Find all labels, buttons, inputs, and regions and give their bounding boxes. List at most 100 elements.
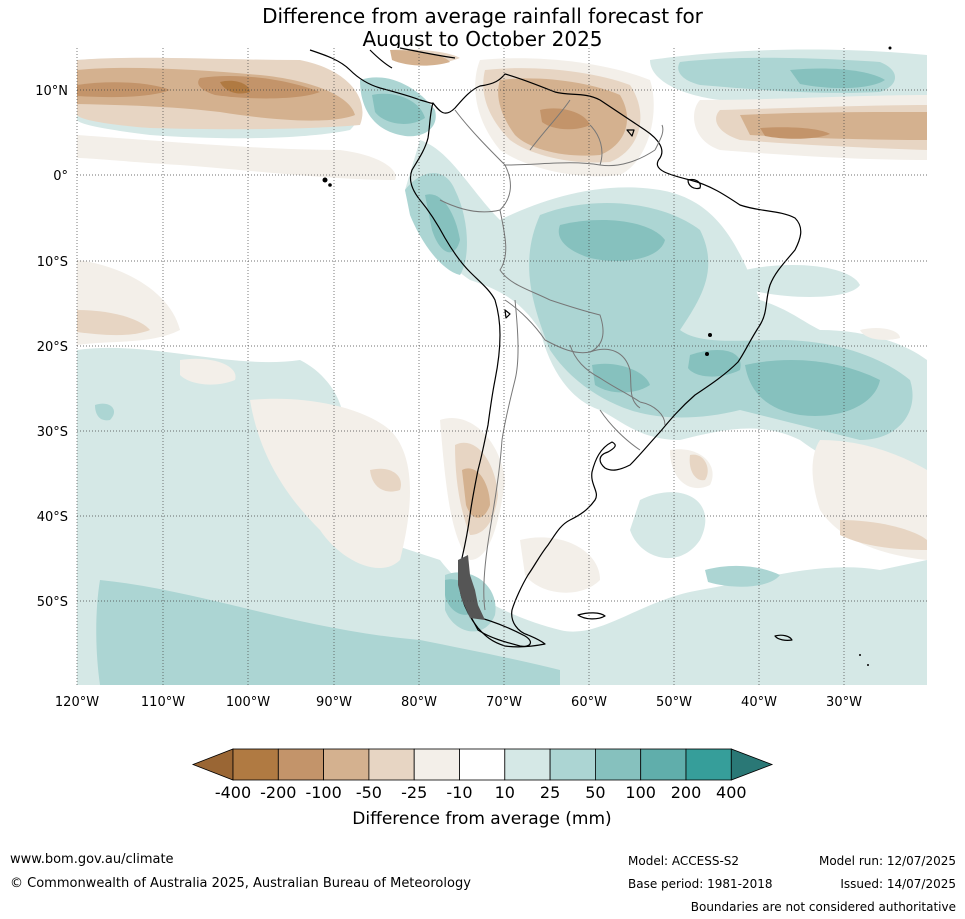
anomaly-region [77, 135, 396, 180]
colorbar-swatch [459, 748, 506, 781]
copyright-text: © Commonwealth of Australia 2025, Austra… [10, 876, 471, 891]
coastlines [309, 47, 802, 648]
anomaly-region [372, 93, 425, 124]
colorbar-tick-label: -25 [401, 783, 427, 802]
caribbean-coastline [399, 47, 456, 59]
latitude-label: 30°S [37, 425, 68, 440]
border [654, 124, 664, 151]
colorbar-extend-low [191, 748, 234, 781]
colorbar-tick-label: -100 [305, 783, 341, 802]
chart-title-line-2: August to October 2025 [362, 27, 603, 51]
colorbar-swatch [413, 748, 460, 781]
colorbar-tick-label: 25 [540, 783, 560, 802]
anomaly-region [77, 82, 170, 98]
website-link[interactable]: www.bom.gov.au/climate [10, 852, 174, 867]
colorbar-swatch [277, 748, 324, 781]
border [499, 209, 551, 301]
small-islands [322, 46, 892, 666]
border [589, 124, 603, 166]
chart-title-line-1: Difference from average rainfall forecas… [262, 4, 703, 28]
trinidad [626, 129, 635, 137]
central-america-coastline [369, 49, 393, 69]
longitude-labels: 120°W 110°W 100°W 90°W 80°W 70°W 60°W 50°W 40°W 3… [55, 695, 862, 710]
anomaly-region [592, 363, 650, 393]
border [504, 299, 591, 354]
anomaly-region [558, 220, 665, 261]
falkland-islands [577, 612, 606, 620]
tierra-del-fuego [469, 614, 532, 647]
colorbar-tick-label: 200 [671, 783, 702, 802]
border [504, 149, 656, 167]
border [439, 199, 501, 213]
longitude-label: 40°W [741, 695, 777, 710]
island [705, 352, 709, 356]
country-borders [439, 99, 666, 611]
anomaly-region [250, 398, 410, 569]
border [589, 348, 641, 409]
colorbar-swatch [549, 748, 596, 781]
colorbar-swatch [504, 748, 551, 781]
issued-text: Issued: 14/07/2025 [840, 877, 956, 891]
gridlines [76, 48, 927, 685]
colorbar-tick-label: 400 [716, 783, 747, 802]
latitude-label: 10°S [37, 255, 68, 270]
anomaly-region [77, 310, 150, 336]
colorbar-tick-label: -50 [356, 783, 382, 802]
latitude-label: 20°S [37, 340, 68, 355]
anomaly-region [425, 194, 460, 253]
longitude-label: 100°W [226, 695, 270, 710]
anomaly-region [745, 265, 860, 297]
central-america-coastline [309, 49, 434, 104]
anomaly-region [790, 68, 885, 89]
anomaly-region [370, 468, 401, 492]
latitude-label: 10°N [35, 84, 68, 99]
model-run-text: Model run: 12/07/2025 [818, 854, 956, 868]
anomaly-region [520, 537, 600, 593]
anomaly-region [180, 358, 236, 385]
border [599, 409, 641, 451]
base-period-text: Base period: 1981-2018 [628, 877, 773, 891]
anomaly-region [77, 395, 176, 516]
lake-titicaca [504, 309, 511, 319]
longitude-label: 30°W [826, 695, 862, 710]
chile-archipelago [458, 555, 485, 620]
south-america-coastline [409, 73, 802, 648]
anomaly-region [760, 127, 830, 139]
island [859, 654, 861, 656]
anomaly-region [210, 618, 243, 642]
anomaly-region [688, 350, 741, 377]
colorbar-swatch [685, 748, 732, 781]
colorbar-swatch [368, 748, 415, 781]
colorbar-tick-label: -400 [215, 783, 251, 802]
anomaly-region [689, 454, 708, 481]
colorbar-swatch [595, 748, 642, 781]
colorbar: -400 -200 -100 -50 -25 -10 10 25 50 100 200 400 [191, 748, 774, 802]
anomaly-region [96, 580, 560, 685]
colorbar-tick-label: -200 [260, 783, 296, 802]
marajo-island [687, 178, 701, 190]
colorbar-title: Difference from average (mm) [352, 809, 611, 829]
disclaimer-text: Boundaries are not considered authoritat… [690, 900, 956, 914]
longitude-label: 110°W [141, 695, 185, 710]
anomaly-region [745, 360, 880, 416]
galapagos-island [328, 183, 332, 187]
longitude-label: 120°W [55, 695, 99, 710]
colorbar-tick-label: 10 [495, 783, 515, 802]
border [549, 299, 604, 353]
longitude-label: 60°W [571, 695, 607, 710]
latitude-label: 50°S [37, 595, 68, 610]
border [483, 299, 519, 611]
latitude-label: 0° [53, 169, 68, 184]
border [569, 344, 641, 403]
colorbar-swatch [640, 748, 687, 781]
colorbar-extend-high [730, 748, 774, 781]
longitude-label: 70°W [486, 695, 522, 710]
anomaly-region [462, 468, 490, 518]
border [529, 99, 571, 151]
border [454, 109, 511, 211]
colorbar-tick-label: 50 [585, 783, 605, 802]
island [708, 333, 712, 337]
border [639, 401, 666, 426]
south-georgia [774, 634, 793, 641]
